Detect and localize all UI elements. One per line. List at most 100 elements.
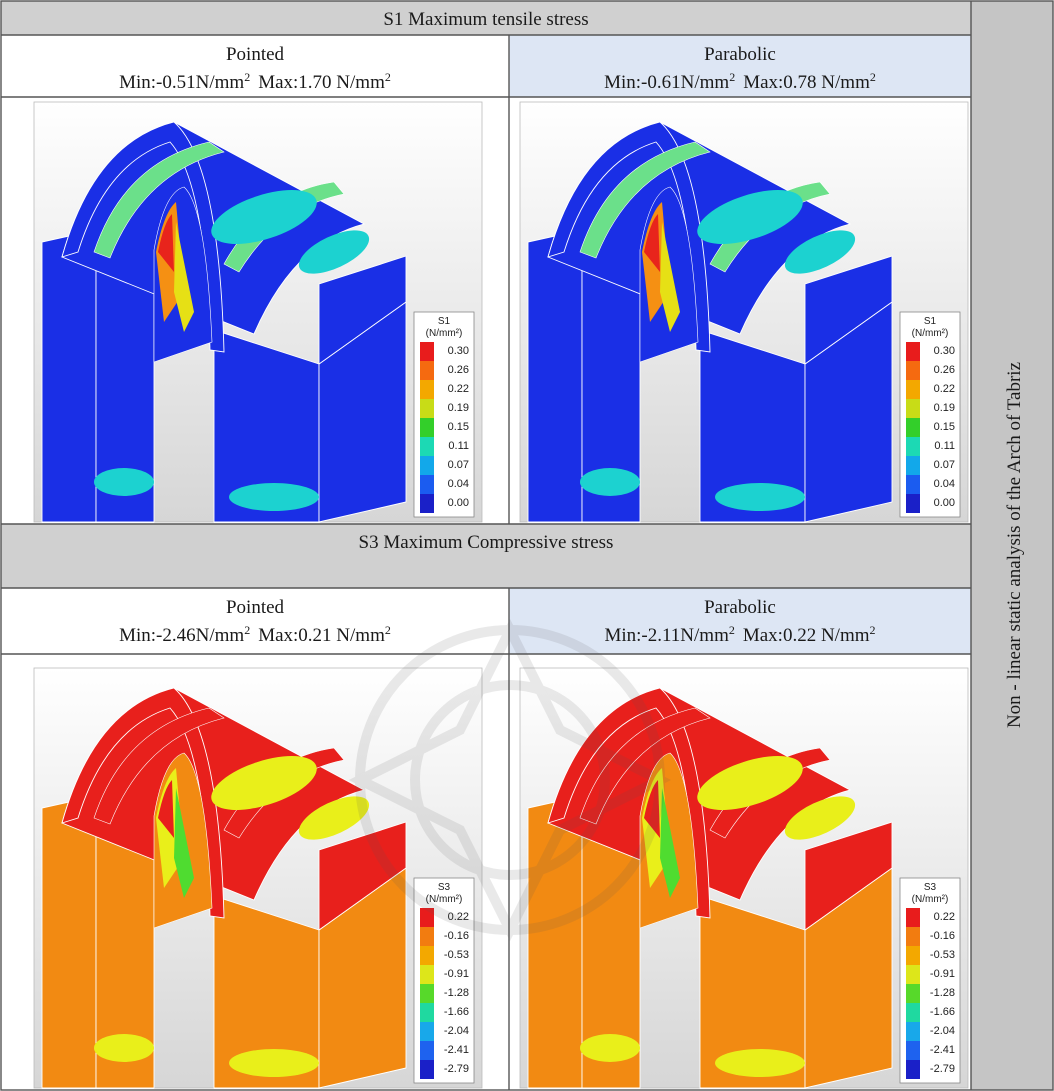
base-patch-2 [715, 483, 805, 511]
legend-tick-label: 0.11 [934, 440, 955, 452]
legend: S3(N/mm²) 0.22 -0.16 -0.53 -0.91 -1.28 -1.66 -2… [413, 877, 475, 1084]
legend-tick-label: -1.66 [930, 1006, 955, 1018]
legend-swatch [420, 908, 434, 927]
intrados-band [660, 788, 680, 898]
legend-swatch [906, 946, 920, 965]
annex-top [804, 821, 893, 931]
base-patch-2 [229, 1049, 319, 1077]
s3-pointed-contour-plot: S3(N/mm²) 0.22 -0.16 -0.53 -0.91 -1.28 -1.66 -2… [33, 667, 483, 1089]
s3-parabolic-range: Min:-2.11N/mm2 Max:0.22 N/mm2 [604, 623, 875, 646]
legend-tick-label: -0.53 [444, 949, 469, 961]
legend-swatch [420, 1041, 434, 1060]
s3-parabolic-contour-plot: S3(N/mm²) 0.22 -0.16 -0.53 -0.91 -1.28 -1.66 -2… [519, 667, 969, 1089]
legend-swatch [420, 361, 434, 380]
vault-patch-1 [697, 756, 803, 810]
legend-title: S1 [438, 316, 451, 327]
vault-patch-2 [784, 230, 856, 274]
legend-tick-label: -0.16 [444, 930, 469, 942]
legend-swatch [906, 380, 920, 399]
side-label: Non - linear static analysis of the Arch… [1004, 362, 1025, 728]
legend: S3(N/mm²) 0.22 -0.16 -0.53 -0.91 -1.28 -1.66 -2… [899, 877, 961, 1084]
legend-swatch [906, 1003, 920, 1022]
s1-parabolic-max-sup: 2 [870, 70, 876, 84]
legend-tick-label: 0.22 [934, 383, 955, 395]
s1-parabolic-range: Min:-0.61N/mm2 Max:0.78 N/mm2 [604, 70, 876, 93]
s1-pointed-contour-plot: S1(N/mm²) 0.30 0.26 0.22 0.19 0.15 0.11 0.07 0.0… [33, 101, 483, 523]
legend-tick-label: 0.07 [448, 459, 469, 471]
s1-parabolic-max: Max:0.78 N/mm [743, 72, 870, 93]
intrados-band [174, 222, 194, 332]
legend-tick-label: -2.79 [930, 1063, 955, 1075]
legend-tick-label: 0.19 [934, 402, 955, 414]
vault-patch-1 [211, 190, 317, 244]
s1-parabolic-min-sup: 2 [729, 70, 735, 84]
legend-tick-label: 0.11 [448, 440, 469, 452]
legend: S1(N/mm²) 0.30 0.26 0.22 0.19 0.15 0.11 0.07 0.0… [899, 311, 961, 518]
legend-swatch [420, 475, 434, 494]
intrados-peak [644, 214, 660, 272]
vault-rib-1 [579, 141, 711, 259]
arch-ring [61, 687, 225, 919]
side-label-bg [971, 1, 1053, 1090]
legend-unit: (N/mm²) [426, 328, 463, 339]
arch-ring [547, 121, 711, 353]
s3-parabolic-min-sup: 2 [729, 623, 735, 637]
intrados-peak [158, 780, 174, 838]
s3-title: S3 Maximum Compressive stress [359, 532, 614, 553]
legend-swatch [420, 946, 434, 965]
left-pier-side [527, 229, 583, 523]
legend-swatch [906, 927, 920, 946]
s3-title-bg [1, 524, 971, 588]
legend-swatch [906, 1060, 920, 1079]
intrados-band [660, 222, 680, 332]
legend-swatch [420, 456, 434, 475]
legend-swatch [906, 418, 920, 437]
vault-rib-1 [579, 707, 711, 825]
s3-pointed-header-bg [1, 588, 509, 654]
s3-parabolic-min: Min:-2.11N/mm [604, 625, 729, 646]
legend-unit: (N/mm²) [912, 894, 949, 905]
legend-tick-label: -1.66 [444, 1006, 469, 1018]
legend-tick-label: 0.22 [448, 911, 469, 923]
legend-swatch [906, 908, 920, 927]
legend-swatch [420, 380, 434, 399]
legend-tick-label: -1.28 [444, 987, 469, 999]
s1-pointed-max: Max:1.70 N/mm [258, 72, 385, 93]
legend-swatch [906, 1041, 920, 1060]
legend-tick-label: -1.28 [930, 987, 955, 999]
legend-title: S3 [438, 882, 451, 893]
s3-pointed-max: Max:0.21 N/mm [258, 625, 385, 646]
legend-swatch [420, 965, 434, 984]
watermark-logo [348, 618, 672, 942]
vault-patch-2 [784, 796, 856, 840]
s3-pointed-range: Min:-2.46N/mm2 Max:0.21 N/mm2 [119, 623, 391, 646]
annex-top [804, 255, 893, 365]
legend-tick-label: 0.07 [934, 459, 955, 471]
legend-tick-label: -0.91 [930, 968, 955, 980]
s1-pointed-heading: Pointed [226, 44, 285, 65]
s1-parabolic-header-bg [509, 35, 971, 97]
legend-swatch [420, 1003, 434, 1022]
legend-swatch [420, 1060, 434, 1079]
legend-tick-label: 0.00 [448, 497, 469, 509]
legend-tick-label: -0.91 [444, 968, 469, 980]
legend-tick-label: 0.15 [448, 421, 469, 433]
legend-tick-label: -2.41 [930, 1044, 955, 1056]
arch-ring [547, 687, 711, 919]
legend-tick-label: 0.04 [448, 478, 469, 490]
s1-parabolic-contour-plot: S1(N/mm²) 0.30 0.26 0.22 0.19 0.15 0.11 0.07 0.0… [519, 101, 969, 523]
s3-pointed-heading: Pointed [226, 597, 285, 618]
vault-patch-1 [697, 190, 803, 244]
legend-swatch [906, 494, 920, 513]
s3-pointed-max-sup: 2 [385, 623, 391, 637]
legend-unit: (N/mm²) [426, 894, 463, 905]
vault-rib-1 [93, 141, 225, 259]
s1-pointed-min: Min:-0.51N/mm [119, 72, 244, 93]
intrados-peak [158, 214, 174, 272]
left-pier-side [41, 229, 97, 523]
legend-tick-label: -0.16 [930, 930, 955, 942]
vault-patch-2 [298, 796, 370, 840]
legend-tick-label: -2.41 [444, 1044, 469, 1056]
